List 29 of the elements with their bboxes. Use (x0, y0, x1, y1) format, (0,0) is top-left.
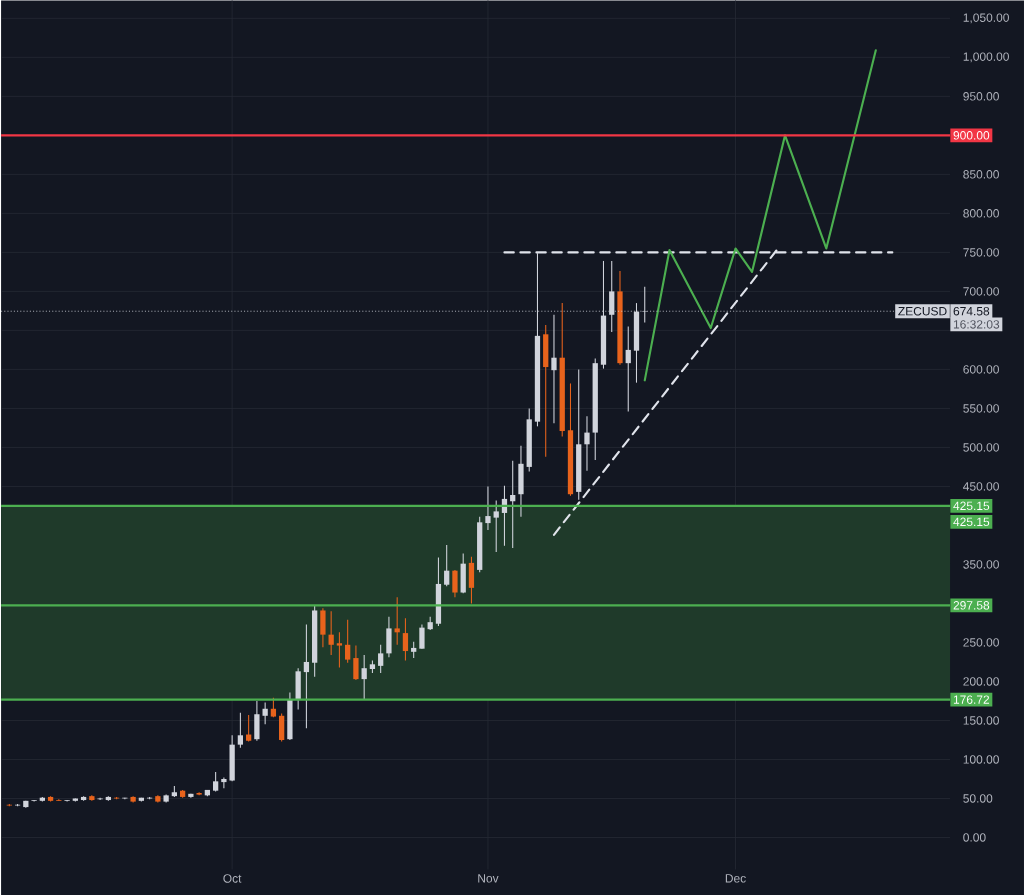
y-tick-label: 700.00 (963, 286, 999, 296)
y-tick-label: 1,050.00 (963, 13, 1009, 24)
y-tick-label: 950.00 (963, 91, 999, 101)
y-tick-label: 500.00 (963, 442, 999, 452)
y-tick-label: 250.00 (963, 637, 999, 647)
ref-line-label: 900.00 (953, 130, 990, 140)
y-tick-label: 450.00 (963, 481, 999, 491)
ref-line-label: 176.72 (953, 695, 990, 704)
ref-line-label: 425.15 (953, 501, 990, 510)
y-tick-label: 50.00 (963, 794, 993, 803)
y-tick-label: 100.00 (963, 755, 999, 764)
y-tick-label: 850.00 (963, 169, 999, 179)
annotation: ZECUSD (898, 306, 947, 316)
x-tick-label: Oct (223, 873, 242, 883)
y-tick-label: 200.00 (963, 677, 999, 686)
y-tick-label: 800.00 (963, 208, 999, 218)
x-tick-label: Dec (725, 873, 746, 883)
band-label: 425.15 (953, 517, 990, 526)
y-tick-label: 1,000.00 (963, 52, 1009, 63)
y-tick-label: 350.00 (963, 559, 999, 569)
y-tick-label: 750.00 (963, 247, 999, 257)
y-tick-label: 600.00 (963, 364, 999, 374)
y-tick-label: 550.00 (963, 403, 999, 413)
y-tick-label: 0.00 (963, 833, 986, 842)
ref-line-label: 674.58 (953, 306, 990, 316)
ref-line-label: 297.58 (953, 600, 990, 610)
x-tick-label: Nov (478, 873, 499, 883)
y-tick-label: 150.00 (963, 716, 999, 725)
text: 16:32:03 (953, 319, 1000, 329)
